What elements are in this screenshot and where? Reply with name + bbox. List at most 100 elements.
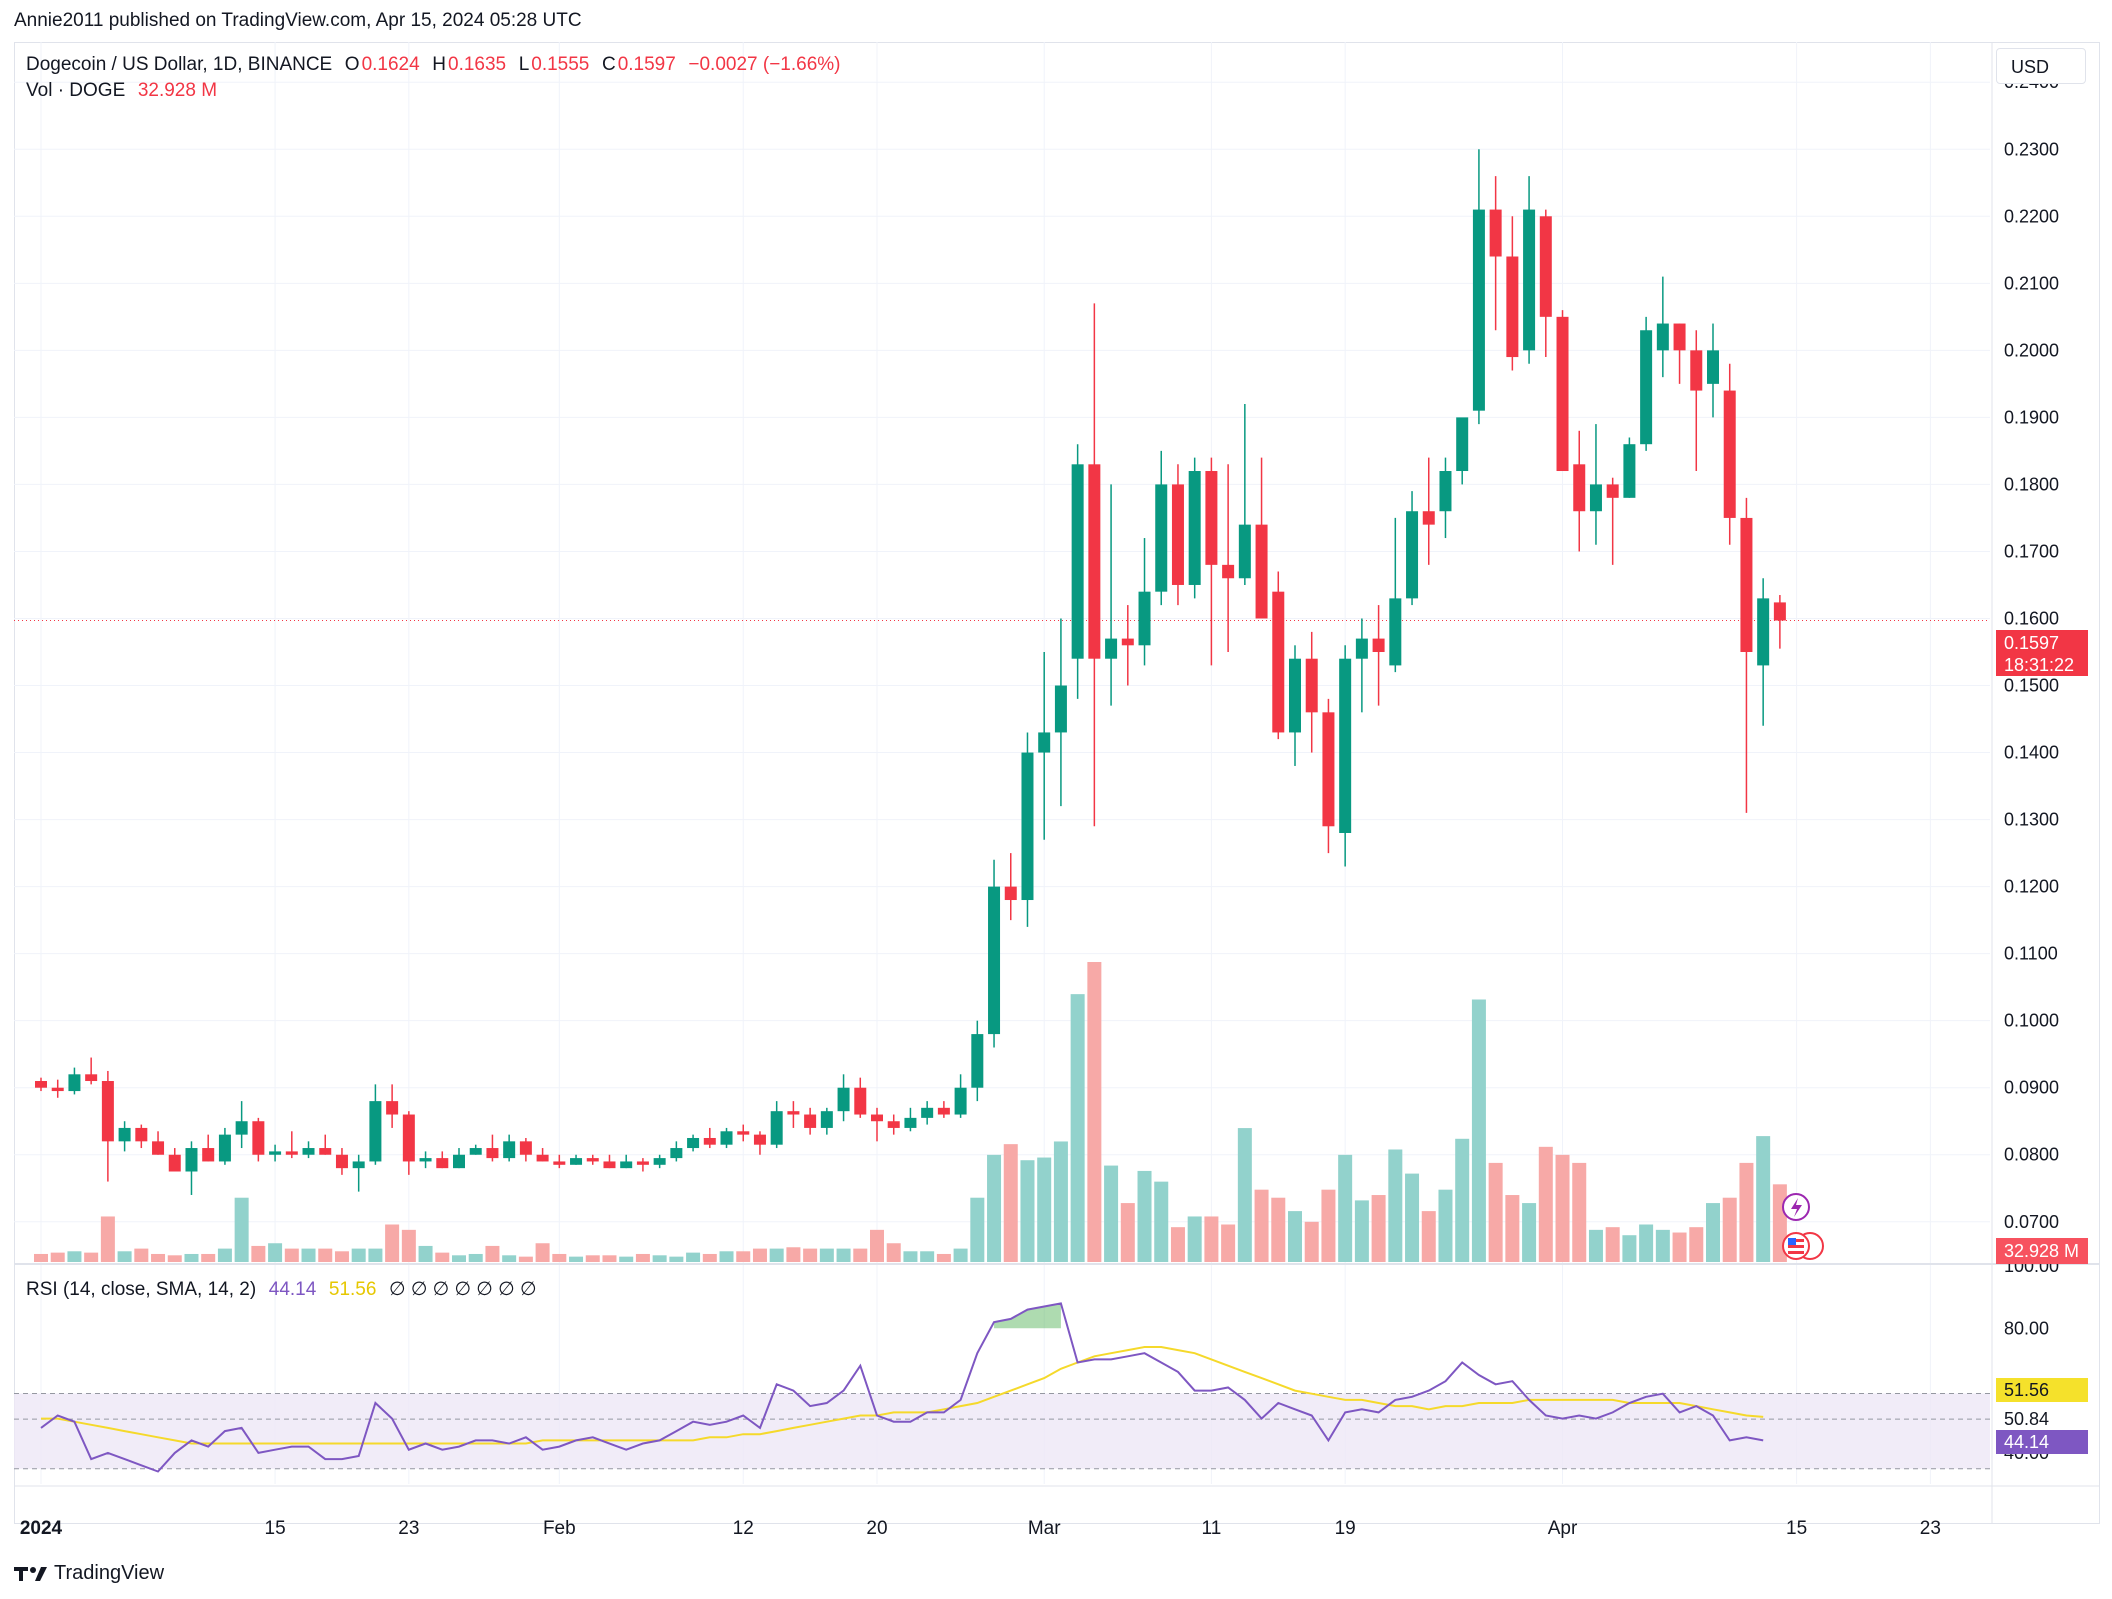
candle-body (302, 1148, 315, 1155)
volume-bar (1689, 1227, 1704, 1262)
candle-body (1707, 350, 1719, 384)
tradingview-logo[interactable]: TradingView (14, 1562, 164, 1585)
candle-body (369, 1101, 382, 1162)
rsi-band-fill (14, 1393, 1990, 1469)
candle-body (1138, 591, 1151, 646)
volume-bar (435, 1252, 450, 1262)
time-axis[interactable]: 2024 15 23 Feb 12 20 Mar 11 19 Apr 15 23 (20, 1518, 1941, 1539)
candle-body (319, 1148, 332, 1155)
volume-bar (1053, 1141, 1068, 1262)
volume-label: Vol · DOGE (26, 80, 126, 101)
candle-body (687, 1137, 700, 1149)
candle-body (1155, 484, 1168, 592)
price-tick-label: 0.1700 (2004, 541, 2059, 561)
volume-bar (251, 1245, 266, 1262)
volume-bar (452, 1255, 466, 1262)
candle-body (1406, 511, 1419, 599)
candle-body (553, 1161, 566, 1165)
candle-body (887, 1121, 900, 1128)
chart-frame (14, 42, 2100, 1524)
symbol-name: Dogecoin / US Dollar, 1D, BINANCE (26, 54, 333, 75)
candle-body (904, 1117, 917, 1128)
candle-body (35, 1081, 47, 1088)
candle-body (954, 1087, 967, 1115)
time-tick-label: 19 (1335, 1518, 1356, 1539)
volume-bar (1221, 1224, 1236, 1262)
time-tick-label: Feb (543, 1518, 576, 1539)
candle-body (670, 1148, 683, 1159)
volume-bar (987, 1154, 1002, 1262)
low-label: L (518, 54, 530, 75)
close-value: 0.1597 (617, 54, 676, 75)
volume-legend[interactable]: Vol · DOGE 32.928 M (26, 80, 219, 102)
rsi-pane (40, 1302, 1764, 1473)
time-tick-label: 20 (866, 1518, 887, 1539)
volume-bar (1505, 1195, 1520, 1262)
volume-bar (1020, 1160, 1035, 1262)
open-label: O (344, 54, 360, 75)
candle-body (1004, 886, 1017, 901)
candle-body (770, 1111, 783, 1145)
candle-body (570, 1158, 583, 1165)
candle-body (519, 1141, 532, 1155)
candle-body (1757, 598, 1770, 666)
volume-bar (1271, 1197, 1286, 1262)
candle-body (1071, 464, 1084, 659)
volume-bar (819, 1248, 834, 1262)
volume-bar (334, 1251, 349, 1262)
price-tick-label: 0.1500 (2004, 676, 2059, 696)
volume-bar (34, 1253, 48, 1262)
volume-bar (702, 1253, 717, 1262)
symbol-legend[interactable]: Dogecoin / US Dollar, 1D, BINANCE O 0.162… (26, 54, 843, 76)
candle-body (536, 1154, 549, 1162)
volume-bar (234, 1197, 249, 1262)
volume-bar (853, 1248, 868, 1262)
rsi-label: RSI (14, close, SMA, 14, 2) (26, 1279, 257, 1300)
volume-bar (1170, 1227, 1185, 1262)
candle-body (620, 1161, 633, 1169)
rsi-legend[interactable]: RSI (14, close, SMA, 14, 2) 44.14 51.56 … (26, 1278, 539, 1301)
tradingview-brand: TradingView (54, 1562, 165, 1584)
candle-body (135, 1127, 148, 1142)
candle-body (1054, 685, 1067, 733)
candle-body (1305, 658, 1318, 713)
candle-body (1723, 390, 1736, 518)
candle-body (871, 1114, 883, 1122)
volume-bar (502, 1255, 517, 1262)
candle-body (1439, 471, 1452, 512)
volume-bar (134, 1248, 149, 1262)
candle-body (202, 1148, 215, 1162)
rsi-line (40, 1302, 1764, 1473)
volume-bar (1572, 1162, 1587, 1262)
candle-body (503, 1141, 516, 1159)
rsi-placeholders: ∅ ∅ ∅ ∅ ∅ ∅ ∅ (388, 1279, 537, 1300)
volume-bar (1187, 1216, 1202, 1262)
time-tick-label: 23 (398, 1518, 419, 1539)
candle-body (285, 1151, 298, 1155)
event-markers[interactable] (1782, 1193, 1824, 1260)
volume-bar (518, 1256, 533, 1262)
volume-bar (1003, 1144, 1018, 1262)
candle-body (1456, 417, 1469, 472)
candle-body (1640, 330, 1653, 445)
volume-bar (167, 1255, 182, 1262)
currency-button[interactable]: USD (1996, 48, 2086, 84)
volume-bar (1354, 1200, 1369, 1262)
volume-bar (1254, 1189, 1269, 1262)
volume-bar (84, 1252, 99, 1262)
volume-bar (1538, 1146, 1553, 1262)
candle-body (436, 1158, 449, 1169)
candle-body (804, 1114, 817, 1128)
candle-body (1272, 591, 1285, 733)
open-value: 0.1624 (361, 54, 420, 75)
price-tick-label: 0.1600 (2004, 608, 2059, 628)
candle-body (152, 1141, 165, 1155)
candle-body (419, 1158, 432, 1162)
candle-body (1188, 471, 1201, 585)
price-tick-label: 0.2100 (2004, 273, 2059, 293)
volume-bar (468, 1253, 483, 1262)
candle-body (1171, 484, 1184, 585)
volume-bar (1421, 1211, 1436, 1262)
candle-body (703, 1137, 716, 1145)
